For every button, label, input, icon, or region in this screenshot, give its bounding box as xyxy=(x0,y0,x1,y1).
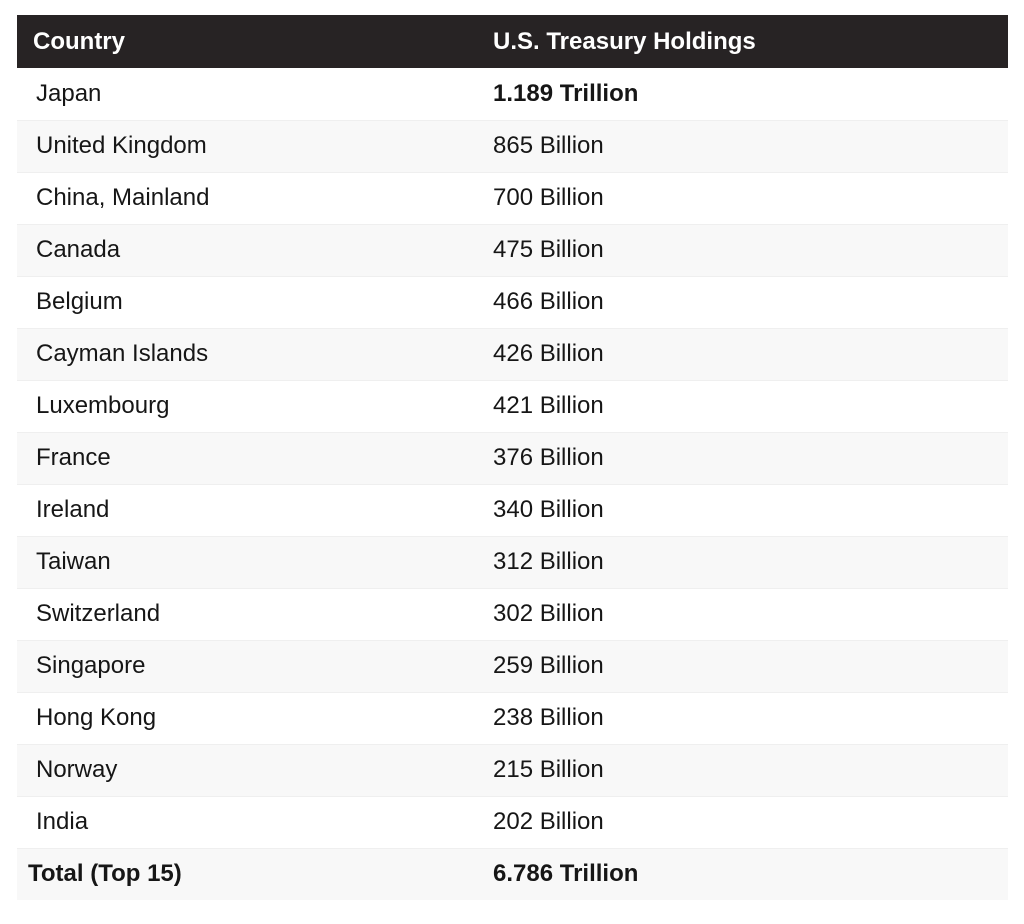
holdings-cell: 421 Billion xyxy=(493,379,1008,432)
country-cell: Canada xyxy=(17,223,493,276)
country-cell: Luxembourg xyxy=(17,379,493,432)
total-label-cell: Total (Top 15) xyxy=(17,847,493,900)
country-cell: China, Mainland xyxy=(17,171,493,224)
holdings-cell: 700 Billion xyxy=(493,171,1008,224)
table-row: India 202 Billion xyxy=(17,795,1008,848)
table-row: Taiwan 312 Billion xyxy=(17,535,1008,588)
holdings-cell: 312 Billion xyxy=(493,535,1008,588)
country-cell: Hong Kong xyxy=(17,691,493,744)
total-row: Total (Top 15) 6.786 Trillion xyxy=(17,847,1008,900)
table-body: Japan 1.189 Trillion United Kingdom 865 … xyxy=(17,68,1008,848)
country-cell: Switzerland xyxy=(17,587,493,640)
table-header: Country U.S. Treasury Holdings xyxy=(17,15,1008,68)
table-row: Luxembourg 421 Billion xyxy=(17,379,1008,432)
holdings-cell: 1.189 Trillion xyxy=(493,79,639,107)
table-row: France 376 Billion xyxy=(17,431,1008,484)
table-row: China, Mainland 700 Billion xyxy=(17,171,1008,224)
holdings-cell: 475 Billion xyxy=(493,223,1008,276)
country-cell: Belgium xyxy=(17,275,493,328)
holdings-cell: 259 Billion xyxy=(493,639,1008,692)
country-cell: France xyxy=(17,431,493,484)
holdings-cell: 340 Billion xyxy=(493,483,1008,536)
table-row: Norway 215 Billion xyxy=(17,743,1008,796)
country-cell: Japan xyxy=(36,79,102,107)
holdings-cell: 426 Billion xyxy=(493,327,1008,380)
table-footer: Total (Top 15) 6.786 Trillion xyxy=(17,847,1008,900)
column-header-country: Country xyxy=(17,15,493,68)
country-cell: Ireland xyxy=(17,483,493,536)
treasury-holdings-table: Country U.S. Treasury Holdings Japan 1.1… xyxy=(17,15,1008,900)
holdings-cell: 466 Billion xyxy=(493,275,1008,328)
table-row: Ireland 340 Billion xyxy=(17,483,1008,536)
table-header-row: Country U.S. Treasury Holdings xyxy=(17,15,1008,68)
holdings-cell: 202 Billion xyxy=(493,795,1008,848)
country-cell: Singapore xyxy=(17,639,493,692)
country-cell: United Kingdom xyxy=(17,119,493,172)
country-cell: Cayman Islands xyxy=(17,327,493,380)
table-row: Japan 1.189 Trillion xyxy=(17,68,1008,120)
holdings-cell: 238 Billion xyxy=(493,691,1008,744)
column-header-holdings: U.S. Treasury Holdings xyxy=(493,15,1008,68)
country-cell: Taiwan xyxy=(17,535,493,588)
table-row: Belgium 466 Billion xyxy=(17,275,1008,328)
table-row: Switzerland 302 Billion xyxy=(17,587,1008,640)
table-row: Hong Kong 238 Billion xyxy=(17,691,1008,744)
table-row: Canada 475 Billion xyxy=(17,223,1008,276)
total-value-cell: 6.786 Trillion xyxy=(493,847,1008,900)
holdings-cell: 376 Billion xyxy=(493,431,1008,484)
holdings-cell: 215 Billion xyxy=(493,743,1008,796)
country-cell: India xyxy=(17,795,493,848)
table-row: Singapore 259 Billion xyxy=(17,639,1008,692)
holdings-cell: 302 Billion xyxy=(493,587,1008,640)
country-cell: Norway xyxy=(17,743,493,796)
table-row: Cayman Islands 426 Billion xyxy=(17,327,1008,380)
table-row: United Kingdom 865 Billion xyxy=(17,119,1008,172)
holdings-cell: 865 Billion xyxy=(493,119,1008,172)
